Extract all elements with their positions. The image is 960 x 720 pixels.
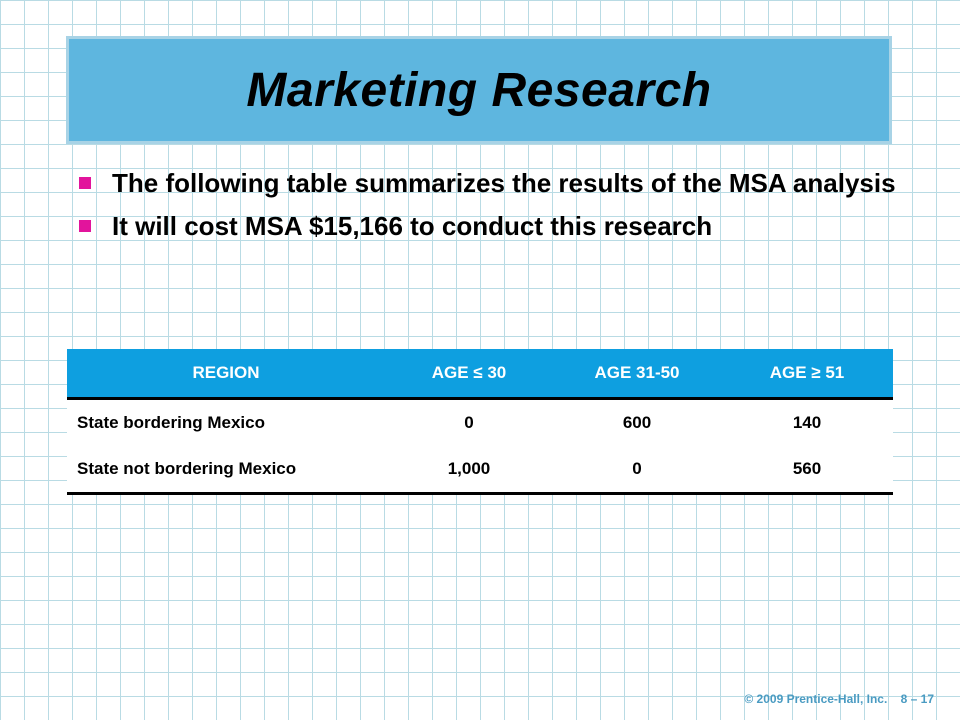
square-bullet-icon [79,220,91,232]
header-age-30-or-less: AGE ≤ 30 [385,349,553,400]
value-cell: 140 [721,398,893,446]
bullet-item: The following table summarizes the resul… [76,168,896,199]
region-cell: State bordering Mexico [67,398,385,446]
header-age-51-or-more: AGE ≥ 51 [721,349,893,400]
copyright-text: © 2009 Prentice-Hall, Inc. [744,692,888,706]
value-cell: 1,000 [385,446,553,495]
table-header-row: REGION AGE ≤ 30 AGE 31-50 AGE ≥ 51 [67,349,893,400]
slide-footer: © 2009 Prentice-Hall, Inc. 8 – 17 [734,692,934,706]
table-row: State not bordering Mexico 1,000 0 560 [67,446,893,495]
title-banner: Marketing Research [66,36,892,144]
value-cell: 0 [553,446,721,495]
value-cell: 0 [385,398,553,446]
slide-title: Marketing Research [246,63,712,117]
bullet-item: It will cost MSA $15,166 to conduct this… [76,211,896,242]
table-row: State bordering Mexico 0 600 140 [67,398,893,446]
bullet-text: It will cost MSA $15,166 to conduct this… [112,211,713,241]
region-cell: State not bordering Mexico [67,446,385,495]
value-cell: 600 [553,398,721,446]
bullet-text: The following table summarizes the resul… [112,168,896,198]
page-number: 8 – 17 [900,692,934,706]
value-cell: 560 [721,446,893,495]
square-bullet-icon [79,177,91,189]
header-region: REGION [67,349,385,400]
header-age-31-50: AGE 31-50 [553,349,721,400]
bullet-list: The following table summarizes the resul… [76,168,896,254]
results-table: REGION AGE ≤ 30 AGE 31-50 AGE ≥ 51 State… [67,349,893,495]
